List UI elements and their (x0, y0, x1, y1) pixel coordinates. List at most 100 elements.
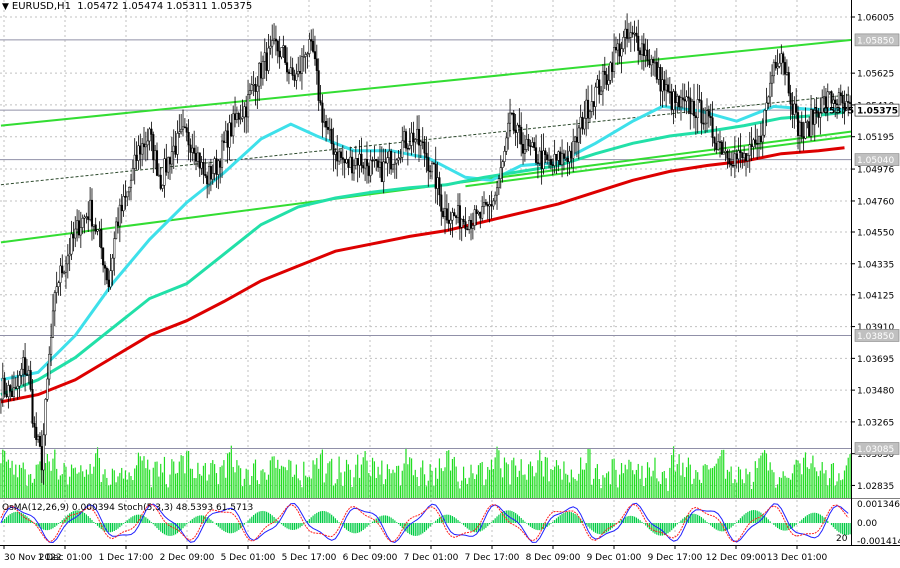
volume-bar (557, 465, 559, 498)
candle-body (349, 156, 352, 168)
osma-bar (72, 511, 74, 523)
x-tick-label: 5 Dec 17:00 (282, 553, 337, 563)
candle-body (709, 115, 712, 119)
candle-body (306, 53, 309, 55)
volume-bar (500, 468, 502, 498)
candle-body (410, 132, 413, 146)
x-tick-label: 5 Dec 01:00 (221, 553, 276, 563)
osma-bar (236, 523, 238, 532)
volume-bar (598, 479, 600, 498)
volume-bar (227, 453, 229, 498)
candle-body (588, 111, 591, 119)
candle-body (756, 143, 759, 145)
candle-body (661, 79, 664, 92)
volume-bar (37, 464, 39, 498)
volume-bar (799, 463, 801, 498)
candle-body (752, 139, 755, 148)
osma-bar (18, 512, 21, 523)
osma-bar (178, 523, 180, 532)
osma-bar (264, 511, 266, 523)
candle-body (37, 436, 40, 440)
osma-bar (698, 515, 701, 523)
volume-bar (379, 474, 381, 498)
candle-body (14, 387, 17, 389)
volume-bar (836, 481, 838, 498)
volume-bar (717, 458, 719, 498)
candle-body (544, 150, 547, 155)
candle-body (490, 204, 493, 207)
volume-bar (816, 471, 818, 498)
volume-bar (251, 476, 253, 498)
candle-body (520, 126, 523, 145)
candle-body (579, 116, 582, 129)
candle-body (351, 156, 354, 174)
volume-bar (438, 458, 441, 498)
osma-bar (444, 514, 446, 523)
candle-body (382, 161, 385, 182)
candle-body (759, 135, 762, 143)
osma-bar (745, 513, 747, 523)
candle-body (804, 122, 807, 139)
volume-bar (546, 457, 548, 498)
osma-bar (251, 516, 253, 523)
volume-bar (726, 469, 729, 498)
osma-bar (567, 511, 569, 523)
osma-bar (208, 518, 210, 523)
volume-bar (284, 467, 286, 498)
osma-bar (693, 513, 695, 523)
volume-bar (596, 464, 598, 498)
osma-bar (74, 510, 76, 523)
volume-bar (72, 468, 74, 498)
volume-bar (202, 465, 205, 498)
volume-bar (76, 473, 78, 498)
volume-bar (228, 452, 231, 498)
volume-bar (808, 468, 810, 498)
volume-bar (663, 470, 665, 498)
price-marker (854, 33, 900, 47)
osma-bar (347, 523, 349, 532)
candle-body (551, 164, 554, 166)
volume-bar (234, 472, 236, 498)
candle-body (137, 145, 140, 161)
volume-bar (156, 461, 158, 498)
candle-body (466, 228, 469, 231)
volume-bar (306, 477, 309, 498)
candle-body (731, 164, 735, 167)
candle-body (614, 47, 618, 51)
volume-bar (455, 466, 457, 498)
candle-body (360, 153, 363, 166)
candle-body (650, 58, 653, 66)
volume-bar (803, 457, 805, 498)
volume-bar (518, 470, 520, 498)
osma-bar (240, 523, 242, 529)
volume-bar (178, 461, 180, 498)
volume-bar (528, 464, 530, 498)
candle-body (832, 99, 835, 104)
volume-bar (258, 484, 260, 498)
osma-bar (238, 523, 240, 530)
candle-body (215, 158, 218, 175)
volume-bar (204, 463, 206, 498)
osma-bar (422, 523, 424, 534)
osma-bar (31, 521, 34, 523)
volume-bar (723, 449, 725, 498)
candle-body (1, 377, 4, 400)
osma-bar (210, 519, 212, 523)
osma-bar (340, 523, 342, 525)
volume-bar (195, 478, 197, 498)
candle-body (293, 75, 296, 81)
volume-bar (778, 477, 781, 498)
volume-bar (87, 474, 89, 498)
volume-bar (436, 478, 439, 498)
candle-body (181, 126, 185, 130)
candle-body (778, 62, 781, 67)
dropdown-triangle-icon[interactable]: ▼ (2, 2, 9, 12)
osma-bar (840, 523, 842, 534)
candle-body (326, 126, 330, 130)
candle-body (574, 136, 577, 142)
osma-bar (277, 520, 279, 523)
volume-bar (191, 468, 193, 498)
volume-bar (435, 467, 437, 498)
candle-body (356, 158, 359, 166)
osma-bar (331, 514, 333, 523)
